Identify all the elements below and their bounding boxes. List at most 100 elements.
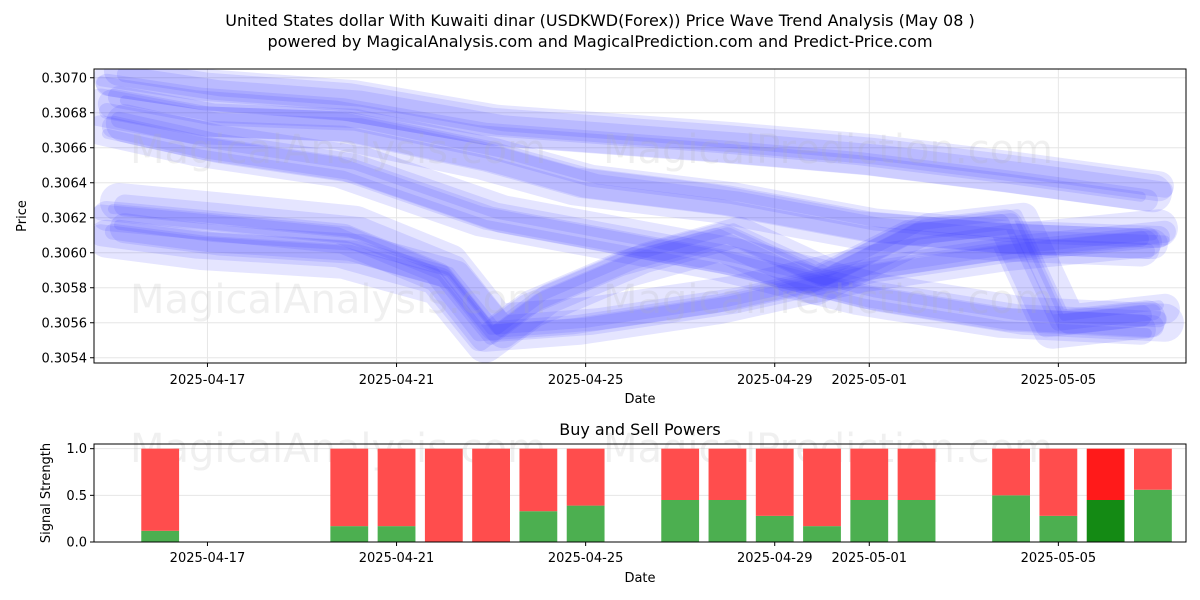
power-bars — [141, 448, 1172, 542]
price-x-tick-label: 2025-05-05 — [1021, 373, 1097, 388]
price-y-tick-label: 0.3056 — [42, 316, 88, 331]
sell-bar — [992, 448, 1030, 496]
watermark-prediction-2: MagicalPrediction.com — [603, 277, 1053, 323]
chart-title-line1: United States dollar With Kuwaiti dinar … — [225, 11, 974, 30]
wave-band-wave-mid — [99, 183, 1178, 342]
price-x-ticks: 2025-04-17 2025-04-21 2025-04-25 2025-04-29… — [170, 363, 1096, 388]
price-y-tick-label: 0.3054 — [42, 351, 88, 366]
power-axes-frame — [93, 443, 1187, 543]
buy-bar — [850, 500, 889, 542]
sell-bar — [1086, 448, 1125, 500]
price-y-tick-label: 0.3066 — [42, 141, 88, 156]
price-watermarks: MagicalAnalysis.com MagicalPrediction.co… — [130, 127, 1053, 323]
wave-band-wave-lower — [101, 115, 1164, 338]
sell-bar — [1039, 448, 1078, 516]
buy-bar — [897, 500, 936, 542]
wave-band-wave-main — [97, 89, 1168, 259]
wave-band-wave-lower — [105, 104, 1184, 342]
sell-bar — [424, 448, 463, 542]
wave-band-wave-mid — [113, 194, 1176, 338]
buy-bar — [992, 495, 1030, 542]
wave-band-wave-main — [98, 103, 1155, 259]
buy-bar — [1086, 500, 1125, 542]
buy-bar — [377, 526, 416, 542]
sell-bar — [897, 448, 936, 500]
sell-bar — [330, 448, 369, 527]
price-axes-frame — [93, 68, 1187, 364]
wave-band-wave-mid — [94, 204, 1149, 342]
price-y-tick-label: 0.3064 — [42, 176, 88, 191]
price-x-tick-label: 2025-04-29 — [737, 373, 813, 388]
price-x-tick-label: 2025-05-01 — [831, 373, 907, 388]
price-x-label: Date — [624, 392, 655, 407]
buy-bar — [566, 505, 605, 542]
power-x-tick-label: 2025-04-29 — [737, 551, 813, 566]
wave-band-wave-lower — [101, 128, 1152, 339]
power-x-tick-label: 2025-04-21 — [359, 551, 435, 566]
price-x-tick-label: 2025-04-17 — [170, 373, 246, 388]
wave-band-wave-dip — [94, 213, 1152, 352]
sell-bar — [377, 448, 416, 527]
wave-band-wave-main — [94, 88, 1160, 267]
buy-bar — [755, 515, 794, 542]
price-y-tick-label: 0.3058 — [42, 281, 88, 296]
watermark-analysis-1: MagicalAnalysis.com — [130, 127, 546, 173]
wave-band-wave-dip — [113, 209, 1164, 335]
price-grid — [94, 69, 1186, 363]
price-y-tick-label: 0.3070 — [42, 71, 88, 86]
buy-bar — [1134, 489, 1172, 542]
sell-bar — [141, 448, 180, 531]
power-x-label: Date — [624, 571, 655, 586]
wave-band-wave-main — [107, 86, 1170, 248]
power-y-ticks: 0.0 0.5 1.0 — [66, 442, 94, 551]
buy-bar — [803, 526, 841, 542]
power-y-label: Signal Strength — [39, 443, 54, 543]
price-y-tick-label: 0.3068 — [42, 106, 88, 121]
price-x-tick-label: 2025-04-25 — [548, 373, 624, 388]
wave-band-wave-upper — [95, 73, 1158, 212]
price-y-tick-label: 0.3060 — [42, 246, 88, 261]
sell-bar — [1134, 448, 1172, 490]
wave-band-wave-upper — [94, 69, 1172, 213]
watermark-prediction-1: MagicalPrediction.com — [603, 127, 1053, 173]
wave-band-wave-lower — [94, 115, 1156, 345]
wave-band-wave-mid — [94, 201, 1162, 352]
wave-band-wave-upper — [116, 69, 1173, 198]
sell-bar — [850, 448, 889, 500]
wave-band-wave-lower — [110, 111, 1167, 328]
power-x-ticks: 2025-04-17 2025-04-21 2025-04-25 2025-04-29… — [170, 542, 1096, 566]
power-x-tick-label: 2025-04-17 — [170, 551, 246, 566]
buy-bar — [708, 500, 747, 542]
sell-bar — [519, 448, 558, 512]
power-y-tick-label: 0.5 — [66, 489, 87, 504]
wave-band-wave-upper — [95, 76, 1146, 202]
power-x-tick-label: 2025-05-01 — [831, 551, 907, 566]
price-x-tick-label: 2025-04-21 — [359, 373, 435, 388]
sell-bar — [755, 448, 794, 516]
buy-bar — [330, 526, 369, 542]
price-y-ticks: 0.3054 0.3056 0.3058 0.3060 0.3062 0.3064 0.30… — [42, 71, 94, 366]
buy-bar — [1039, 515, 1078, 542]
buy-bar — [661, 500, 700, 542]
sell-bar — [803, 448, 841, 527]
buy-bar — [519, 511, 558, 542]
power-x-tick-label: 2025-05-05 — [1021, 551, 1097, 566]
power-y-tick-label: 1.0 — [66, 442, 87, 457]
wave-band-wave-upper — [103, 69, 1174, 202]
wave-band-wave-dip — [104, 213, 1161, 345]
sell-bar — [708, 448, 747, 500]
buy-bar — [141, 530, 180, 542]
power-x-tick-label: 2025-04-25 — [548, 551, 624, 566]
sell-bar — [566, 448, 605, 506]
wave-band-wave-dip — [94, 209, 1166, 363]
power-y-tick-label: 0.0 — [66, 536, 87, 551]
chart-title-line2: powered by MagicalAnalysis.com and Magic… — [267, 32, 932, 51]
wave-band-wave-dip — [109, 202, 1180, 349]
watermark-analysis-2: MagicalAnalysis.com — [130, 277, 546, 323]
sell-bar — [661, 448, 700, 500]
price-y-tick-label: 0.3062 — [42, 211, 88, 226]
price-waves — [94, 69, 1184, 363]
power-chart-title: Buy and Sell Powers — [559, 420, 721, 439]
